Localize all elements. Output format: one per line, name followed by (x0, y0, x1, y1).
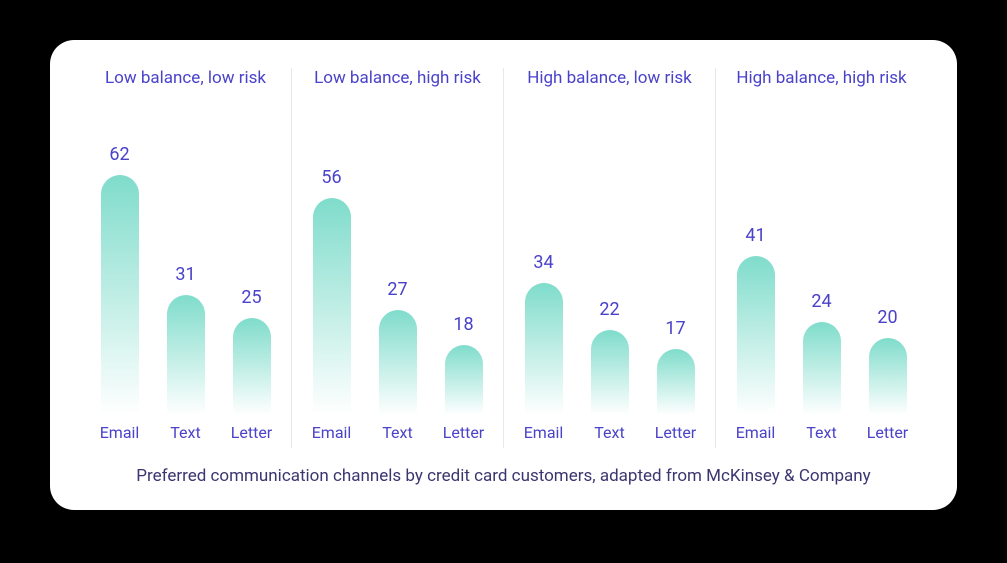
bar-label: Email (100, 423, 140, 442)
bar-value: 18 (453, 314, 473, 335)
bar-value: 62 (109, 144, 129, 165)
bar (869, 338, 907, 415)
bar (167, 295, 205, 415)
bar-column: 25 Letter (231, 287, 273, 442)
bar-label: Text (170, 423, 200, 442)
bar-column: 31 Text (165, 264, 207, 442)
bar-value: 20 (877, 307, 897, 328)
bar (657, 349, 695, 415)
bar-value: 56 (321, 167, 341, 188)
bar-label: Text (382, 423, 412, 442)
bar-value: 24 (811, 291, 831, 312)
bar-label: Text (594, 423, 624, 442)
bar (525, 283, 563, 415)
bar-column: 27 Text (377, 279, 419, 442)
bar (313, 198, 351, 415)
bar-value: 31 (175, 264, 195, 285)
bar-column: 22 Text (589, 299, 631, 442)
bar (445, 345, 483, 415)
bars-area: 56 Email 27 Text 18 Letter (300, 96, 495, 448)
bar-label: Letter (867, 423, 908, 442)
bar-label: Email (736, 423, 776, 442)
chart-panels: Low balance, low risk 62 Email 31 Text 25 Lett… (80, 68, 927, 448)
bar (379, 310, 417, 415)
chart-panel: Low balance, high risk 56 Email 27 Text 18 Let… (291, 68, 503, 448)
bar-column: 17 Letter (655, 318, 697, 442)
bar-label: Text (806, 423, 836, 442)
bar (101, 175, 139, 415)
panel-title: High balance, high risk (724, 68, 919, 88)
bars-area: 62 Email 31 Text 25 Letter (88, 96, 283, 448)
bar-label: Email (524, 423, 564, 442)
bar-column: 34 Email (523, 252, 565, 442)
chart-panel: Low balance, low risk 62 Email 31 Text 25 Lett… (80, 68, 291, 448)
bar-column: 62 Email (99, 144, 141, 442)
bar (233, 318, 271, 415)
bar-value: 22 (599, 299, 619, 320)
bar-value: 41 (745, 225, 765, 246)
bar-value: 34 (533, 252, 553, 273)
bar-value: 27 (387, 279, 407, 300)
bar (803, 322, 841, 415)
bars-area: 34 Email 22 Text 17 Letter (512, 96, 707, 448)
panel-title: Low balance, low risk (88, 68, 283, 88)
bar-column: 56 Email (311, 167, 353, 442)
bar (737, 256, 775, 415)
bar-value: 17 (665, 318, 685, 339)
chart-panel: High balance, low risk 34 Email 22 Text 17 Let… (503, 68, 715, 448)
bar-label: Letter (231, 423, 272, 442)
chart-caption: Preferred communication channels by cred… (80, 466, 927, 486)
bar-column: 41 Email (735, 225, 777, 442)
panel-title: Low balance, high risk (300, 68, 495, 88)
bar-label: Letter (655, 423, 696, 442)
panel-title: High balance, low risk (512, 68, 707, 88)
chart-card: Low balance, low risk 62 Email 31 Text 25 Lett… (50, 40, 957, 510)
bar-label: Letter (443, 423, 484, 442)
bar-column: 20 Letter (867, 307, 909, 442)
bar-column: 18 Letter (443, 314, 485, 442)
chart-panel: High balance, high risk 41 Email 24 Text 20 Le… (715, 68, 927, 448)
bars-area: 41 Email 24 Text 20 Letter (724, 96, 919, 448)
bar-label: Email (312, 423, 352, 442)
bar (591, 330, 629, 415)
bar-column: 24 Text (801, 291, 843, 442)
bar-value: 25 (241, 287, 261, 308)
